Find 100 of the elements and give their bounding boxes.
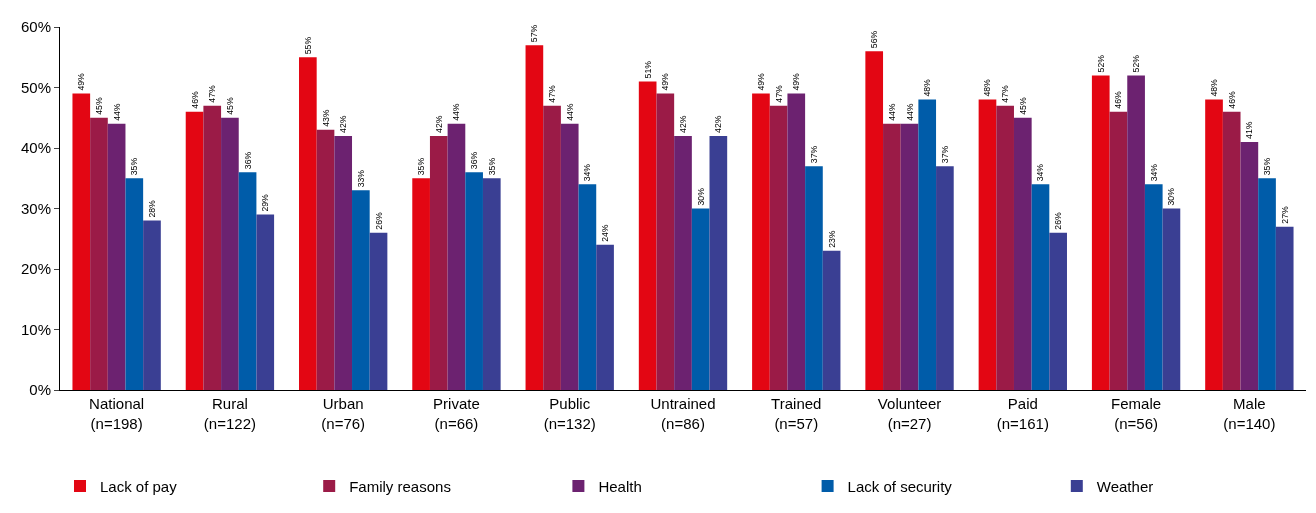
y-tick-label: 60% [20,18,51,36]
data-label: 35% [1262,157,1273,176]
data-label: 47% [207,84,218,103]
legend-label: Lack of pay [100,477,178,495]
bar [412,178,430,390]
bar [787,93,806,390]
data-label: 36% [469,151,480,170]
data-label: 34% [1148,163,1159,182]
legend-label: Health [598,477,642,495]
bar [560,123,579,390]
data-label: 46% [1113,91,1124,109]
data-label: 46% [189,91,200,109]
x-tick-label: Volunteer (n=27) [877,395,942,432]
bar [1031,184,1050,390]
data-label: 42% [338,115,349,133]
data-label: 44% [904,103,915,121]
bar [596,244,614,390]
x-tick-label: Rural (n=122) [203,395,256,432]
bar [1205,99,1223,390]
bar [107,123,126,390]
data-label: 46% [1226,91,1237,109]
x-tick-label: Paid (n=161) [996,395,1049,432]
bar [482,178,501,390]
data-label: 42% [713,115,724,133]
data-label: 49% [660,72,671,91]
bar [865,51,884,390]
data-label: 44% [451,103,462,121]
bar [1240,141,1259,390]
bar [72,93,91,390]
bar [1222,111,1241,390]
data-label: 49% [791,72,802,91]
x-tick-label: Male (n=140) [1223,395,1276,432]
y-tick-label: 30% [20,199,51,217]
bar [1109,111,1128,390]
data-label: 44% [564,103,575,121]
bar [691,208,710,390]
data-label: 47% [773,84,784,103]
data-label: 28% [146,199,157,218]
legend-label: Family reasons [349,477,451,495]
data-label: 41% [1244,121,1255,139]
data-label: 24% [600,224,611,242]
data-label: 48% [982,78,993,97]
bar [185,111,204,390]
y-tick-label: 10% [20,320,51,338]
data-label: 37% [808,145,819,164]
bar [238,172,257,390]
bar [1275,226,1294,390]
bar [90,117,108,390]
y-tick-label: 20% [20,260,51,278]
x-tick-label: Urban (n=76) [321,395,366,432]
bar [543,105,561,390]
data-label: 52% [1095,54,1106,73]
bar [578,184,597,390]
x-tick-label: Female (n=56) [1111,395,1162,432]
x-tick-label: Untrained (n=86) [650,395,716,432]
bar [125,178,144,390]
bar [1144,184,1163,390]
data-label: 29% [260,193,271,212]
data-label: 26% [1053,212,1064,230]
data-label: 47% [547,84,558,103]
data-label: 47% [1000,84,1011,103]
bar [299,57,317,390]
data-label: 57% [529,24,540,43]
bar [638,81,657,390]
data-label: 37% [939,145,950,164]
bar [1258,178,1276,390]
bar [525,45,544,390]
x-tick-label: National (n=198) [89,395,145,432]
y-tick-label: 40% [20,139,51,157]
bar [465,172,483,390]
bar [143,220,161,390]
data-label: 35% [416,157,427,176]
bar [447,123,466,390]
bar [883,123,901,390]
data-label: 48% [922,78,933,97]
bar [256,214,275,390]
bar [1013,117,1032,390]
bar [203,105,222,390]
bar [1162,208,1181,390]
bar [1091,75,1110,390]
x-tick-label: Public (n=132) [543,395,596,432]
legend-label: Lack of security [847,477,953,495]
bar [221,117,239,390]
data-label: 23% [826,230,837,248]
data-label: 27% [1279,205,1290,224]
x-tick-label: Trained (n=57) [771,395,822,432]
data-label: 30% [695,187,706,206]
data-label: 42% [433,115,444,133]
data-label: 52% [1131,54,1142,73]
data-label: 36% [242,151,253,170]
data-label: 42% [678,115,689,133]
bar [805,166,823,390]
bar [1127,75,1145,390]
data-label: 45% [93,97,104,115]
data-label: 34% [582,163,593,182]
bar [918,99,937,390]
bar [1049,232,1067,390]
data-label: 30% [1166,187,1177,206]
data-label: 48% [1209,78,1220,97]
bar [996,105,1014,390]
